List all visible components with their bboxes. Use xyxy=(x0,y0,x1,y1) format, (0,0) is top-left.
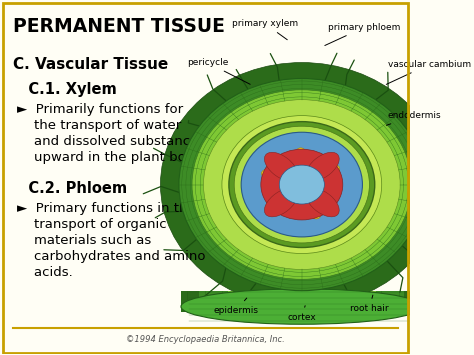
Ellipse shape xyxy=(261,149,343,220)
Text: ©1994 Encyclopaedia Britannica, Inc.: ©1994 Encyclopaedia Britannica, Inc. xyxy=(126,335,285,344)
Text: transport of organic: transport of organic xyxy=(17,218,167,231)
Text: root hair: root hair xyxy=(350,295,389,313)
Ellipse shape xyxy=(181,289,423,324)
Text: endodermis: endodermis xyxy=(386,111,441,125)
Text: acids.: acids. xyxy=(17,266,73,279)
Polygon shape xyxy=(181,291,423,312)
Text: and dissolved substances: and dissolved substances xyxy=(17,135,205,148)
Polygon shape xyxy=(253,291,351,307)
Text: ►  Primarily functions for: ► Primarily functions for xyxy=(17,103,183,116)
Polygon shape xyxy=(228,291,375,308)
Ellipse shape xyxy=(229,122,375,247)
Text: ►  Primary functions in the: ► Primary functions in the xyxy=(17,202,196,215)
Text: PERMANENT TISSUE: PERMANENT TISSUE xyxy=(13,17,225,36)
Ellipse shape xyxy=(331,165,340,173)
Text: primary xylem: primary xylem xyxy=(232,19,298,40)
Ellipse shape xyxy=(264,152,298,181)
Ellipse shape xyxy=(296,148,305,155)
Text: the transport of water: the transport of water xyxy=(17,119,182,132)
Ellipse shape xyxy=(312,211,321,219)
Ellipse shape xyxy=(261,170,271,178)
Text: cortex: cortex xyxy=(287,306,316,322)
Ellipse shape xyxy=(273,206,282,213)
Text: vascular cambium: vascular cambium xyxy=(386,60,471,84)
Ellipse shape xyxy=(264,188,298,217)
Ellipse shape xyxy=(306,188,339,217)
Text: pericycle: pericycle xyxy=(187,58,250,84)
Text: epidermis: epidermis xyxy=(214,298,259,315)
Text: C.1. Xylem: C.1. Xylem xyxy=(13,82,117,97)
Text: primary phloem: primary phloem xyxy=(325,23,401,45)
Polygon shape xyxy=(200,291,404,312)
Ellipse shape xyxy=(241,132,363,237)
Text: C. Vascular Tissue: C. Vascular Tissue xyxy=(13,57,168,72)
Text: carbohydrates and amino: carbohydrates and amino xyxy=(17,250,206,263)
Ellipse shape xyxy=(306,152,339,181)
Ellipse shape xyxy=(161,62,443,307)
Text: upward in the plant body.: upward in the plant body. xyxy=(17,151,204,164)
Ellipse shape xyxy=(203,100,400,269)
Ellipse shape xyxy=(234,126,369,243)
Ellipse shape xyxy=(192,90,411,279)
Text: C.2. Phloem: C.2. Phloem xyxy=(13,181,127,196)
Ellipse shape xyxy=(179,78,425,291)
Ellipse shape xyxy=(222,116,382,253)
Ellipse shape xyxy=(279,165,324,204)
Text: materials such as: materials such as xyxy=(17,234,151,247)
